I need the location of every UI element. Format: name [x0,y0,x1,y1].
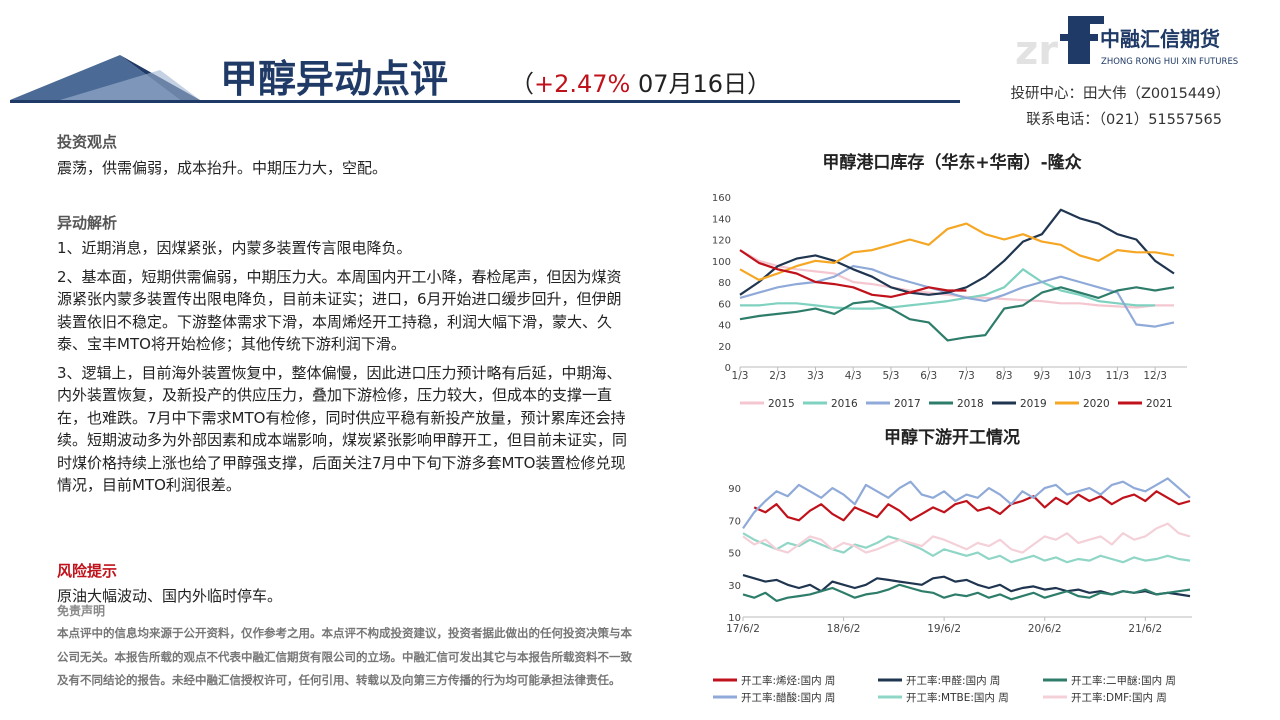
legend-label: 2017 [894,398,921,410]
y-tick-label: 70 [728,516,741,527]
contact: 投研中心：田大伟（Z0015449） [1010,85,1230,102]
series-line [742,532,1191,564]
legend-label: 开工率:DMF:国内 周 [1071,691,1167,704]
y-tick-label: 20 [718,342,731,353]
header-triangle [60,70,200,100]
x-tick-label: 6/3 [920,370,937,382]
y-tick-label: 60 [718,299,731,310]
x-tick-label: 4/3 [845,370,862,382]
chart-title: 甲醇下游开工情况 [884,427,1020,448]
y-tick-label: 50 [728,549,741,560]
paragraph-group: 1、近期消息，因煤紧张，内蒙多装置传言限电降负。 2、基本面，短期供需偏弱，中期… [57,237,632,497]
x-tick-label: 2/3 [769,370,786,382]
subtitle-part: （ [510,70,534,98]
y-tick-label: 100 [712,257,731,268]
logo-mark [1068,16,1104,24]
legend-label: 2016 [831,398,858,410]
legend-label: 2021 [1146,398,1173,410]
series-line [742,574,1191,598]
legend-label: 开工率:MTBE:国内 周 [906,691,1009,704]
x-tick-label: 10/3 [1068,370,1092,382]
x-tick-label: 17/6/2 [726,623,760,635]
series-line [742,522,1191,554]
legend-label: 2019 [1020,398,1047,410]
x-tick-label: 20/6/2 [1028,623,1062,635]
legend-label: 开工率:二甲醚:国内 周 [1071,674,1176,687]
legend-label: 2020 [1083,398,1110,410]
x-tick-label: 19/6/2 [927,623,961,635]
x-tick-label: 21/6/2 [1128,623,1162,635]
header-rule [10,100,960,103]
x-tick-label: 3/3 [807,370,824,382]
section-heading: 投资观点 [57,133,118,151]
paragraph: 2、基本面，短期供需偏弱，中期压力大。本周国内开工小降，春检尾声，但因为煤资源紧… [57,267,622,354]
y-tick-label: 90 [728,484,741,495]
series-line [753,490,1191,522]
x-tick-label: 18/6/2 [827,623,861,635]
subtitle-change: +2.47% [534,70,630,98]
x-tick-label: 5/3 [883,370,900,382]
x-tick-label: 11/3 [1106,370,1130,382]
section-heading: 风险提示 [57,562,118,580]
x-tick-label: 8/3 [996,370,1013,382]
paragraph: 1、近期消息，因煤紧张，内蒙多装置传言限电降负。 [57,239,412,257]
legend-label: 开工率:烯烃:国内 周 [741,674,835,687]
logo-subtext: ZHONG RONG HUI XIN FUTURES [1101,57,1238,67]
x-tick-label: 7/3 [958,370,975,382]
logo-mark: zr [1015,28,1058,74]
y-tick-label: 140 [712,214,731,225]
legend-label: 开工率:甲醛:国内 周 [906,674,1000,687]
charts: 甲醇港口库存（华东+华南）-隆众 0 20 40 60 80 100 120 140 160 1/3… [712,152,1192,704]
legend-label: 2015 [768,398,795,410]
section-heading: 异动解析 [57,214,118,232]
paragraph: 3、逻辑上，目前海外装置恢复中，整体偏慢，因此进口压力预计略有后延，中期海、内外… [57,363,628,495]
series-line [739,265,1175,328]
paragraph: 原油大幅波动、国内外临时停车。 [57,587,283,605]
legend-label: 2018 [957,398,984,410]
disclaimer-heading: 免责声明 [57,604,106,618]
y-tick-label: 160 [712,193,731,204]
x-tick-label: 1/3 [732,370,749,382]
y-tick-label: 40 [718,321,731,332]
series-line [740,268,1156,310]
subtitle-part: 07月16日） [630,70,771,98]
logo-mark [1060,34,1098,41]
paragraph: 震荡，供需偏弱，成本抬升。中期压力大，空配。 [57,159,388,177]
y-tick-label: 30 [728,581,741,592]
y-tick-label: 80 [718,278,731,289]
y-tick-label: 0 [725,363,731,374]
title: 甲醇异动点评 [220,57,448,101]
disclaimer: 本点评中的信息均来源于公开资料，仅作参考之用。本点评不构成投资建议，投资者据此做… [57,626,632,687]
y-tick-label: 10 [728,613,741,624]
series-line [739,249,967,298]
legend-label: 开工率:醋酸:国内 周 [741,691,835,704]
series-line [742,583,1191,602]
series-line [739,286,1175,342]
series-line [742,477,1191,530]
series-line [739,222,1175,281]
chart-title: 甲醇港口库存（华东+华南）-隆众 [822,152,1082,173]
x-tick-label: 9/3 [1033,370,1050,382]
x-tick-label: 12/3 [1143,370,1167,382]
logo-text: 中融汇信期货 [1100,27,1220,51]
contact: 联系电话：（021）51557565 [1026,111,1222,128]
subtitle: （+2.47% 07月16日） [510,70,771,98]
y-tick-label: 120 [712,236,731,247]
